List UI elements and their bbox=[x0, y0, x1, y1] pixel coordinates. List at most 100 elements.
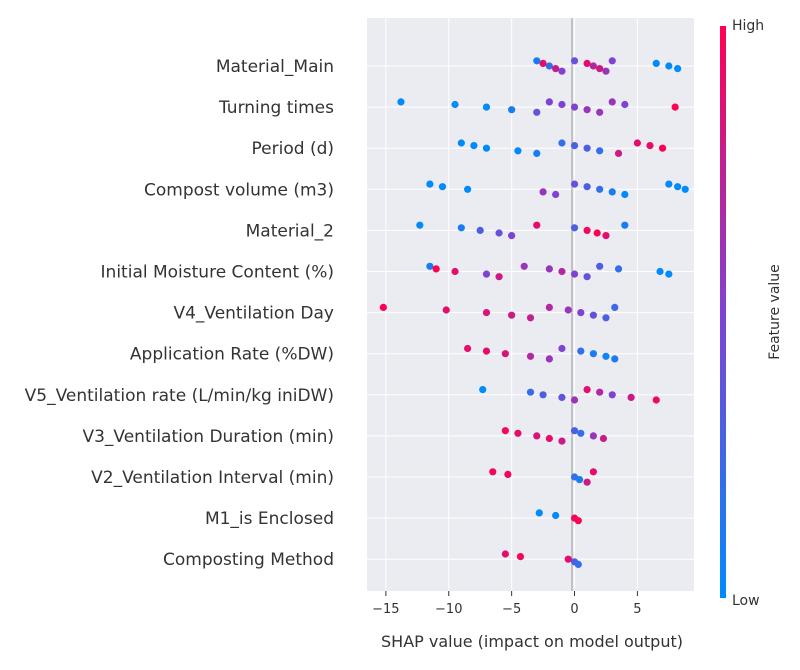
shap-point bbox=[479, 386, 487, 394]
shap-point bbox=[583, 144, 591, 152]
shap-point bbox=[665, 180, 673, 188]
shap-point bbox=[501, 350, 509, 358]
shap-point bbox=[570, 103, 579, 111]
shap-point bbox=[508, 311, 516, 319]
shap-point bbox=[593, 229, 601, 237]
shap-point bbox=[574, 560, 582, 569]
shap-point bbox=[495, 273, 503, 281]
shap-point bbox=[501, 550, 509, 558]
shap-point bbox=[602, 352, 610, 360]
shap-point bbox=[608, 98, 616, 106]
feature-label: Initial Moisture Content (%) bbox=[101, 263, 334, 283]
feature-label: M1_is Enclosed bbox=[205, 509, 334, 529]
shap-point bbox=[545, 434, 553, 443]
shap-point bbox=[596, 185, 604, 193]
shap-point bbox=[489, 468, 497, 476]
shap-point bbox=[464, 185, 472, 193]
shap-point bbox=[508, 232, 516, 240]
shap-point bbox=[583, 183, 591, 191]
shap-point bbox=[570, 180, 579, 188]
shap-point bbox=[621, 100, 629, 109]
shap-point bbox=[504, 470, 512, 478]
shap-point bbox=[545, 303, 553, 311]
shap-point bbox=[674, 65, 682, 73]
shap-point bbox=[608, 57, 616, 65]
x-tick-label: −10 bbox=[435, 602, 462, 617]
shap-point bbox=[596, 147, 604, 155]
shap-point bbox=[608, 188, 616, 196]
shap-point bbox=[575, 476, 584, 484]
shap-point bbox=[442, 306, 450, 314]
shap-point bbox=[577, 429, 585, 437]
shap-point bbox=[514, 429, 522, 437]
shap-point bbox=[596, 388, 604, 396]
shap-point bbox=[539, 188, 547, 196]
shap-point bbox=[535, 509, 543, 517]
shap-point bbox=[552, 190, 560, 199]
shap-point bbox=[457, 224, 465, 232]
shap-point bbox=[514, 147, 522, 155]
shap-point bbox=[583, 106, 591, 114]
shap-point bbox=[539, 391, 547, 399]
x-axis-title: SHAP value (impact on model output) bbox=[381, 632, 683, 651]
shap-point bbox=[570, 224, 579, 232]
shap-point bbox=[589, 350, 597, 358]
shap-point bbox=[451, 267, 459, 276]
shap-point bbox=[558, 267, 566, 276]
shap-point bbox=[501, 427, 509, 435]
x-tick-label: 0 bbox=[570, 602, 578, 617]
shap-point bbox=[533, 149, 541, 157]
shap-point bbox=[508, 106, 516, 114]
shap-point bbox=[533, 57, 541, 65]
shap-point bbox=[539, 59, 547, 67]
shap-point bbox=[558, 139, 566, 147]
shap-point bbox=[482, 347, 491, 355]
shap-point bbox=[564, 306, 572, 314]
feature-label: Period (d) bbox=[252, 139, 334, 159]
feature-label: Material_Main bbox=[216, 57, 334, 77]
shap-point bbox=[476, 226, 484, 234]
shap-point bbox=[438, 183, 447, 191]
shap-point bbox=[589, 62, 597, 70]
shap-point bbox=[614, 149, 623, 157]
shap-point bbox=[602, 67, 610, 75]
shap-point bbox=[545, 62, 553, 70]
shap-point bbox=[570, 427, 579, 435]
shap-point bbox=[570, 270, 579, 278]
shap-point bbox=[526, 388, 535, 396]
colorbar: High Low Feature value bbox=[720, 18, 783, 609]
shap-point bbox=[470, 142, 478, 150]
x-tick-label: 5 bbox=[633, 602, 641, 617]
shap-point bbox=[646, 142, 654, 150]
shap-point bbox=[482, 270, 491, 278]
shap-point bbox=[577, 347, 585, 355]
shap-point bbox=[526, 314, 535, 322]
shap-point bbox=[533, 221, 541, 229]
feature-label: Material_2 bbox=[246, 221, 334, 241]
shap-point bbox=[457, 139, 465, 147]
shap-point bbox=[583, 478, 591, 486]
shap-point bbox=[552, 65, 560, 73]
colorbar-gradient bbox=[720, 26, 726, 598]
shap-point bbox=[558, 67, 566, 75]
shap-point bbox=[602, 314, 610, 322]
feature-label: V3_Ventilation Duration (min) bbox=[82, 427, 334, 447]
shap-point bbox=[656, 267, 664, 276]
shap-point bbox=[627, 393, 635, 401]
shap-point bbox=[482, 144, 491, 152]
shap-point bbox=[570, 396, 579, 404]
shap-point bbox=[379, 303, 387, 311]
colorbar-low-label: Low bbox=[732, 593, 760, 609]
shap-point bbox=[602, 232, 610, 240]
shap-point bbox=[589, 432, 597, 440]
shap-point bbox=[552, 511, 560, 520]
shap-point bbox=[526, 352, 535, 360]
shap-point bbox=[599, 434, 608, 443]
shap-point bbox=[451, 100, 459, 109]
feature-label: Composting Method bbox=[163, 550, 334, 570]
shap-point bbox=[516, 553, 525, 561]
shap-point bbox=[564, 555, 572, 563]
shap-point bbox=[621, 221, 629, 229]
shap-point bbox=[633, 139, 642, 147]
